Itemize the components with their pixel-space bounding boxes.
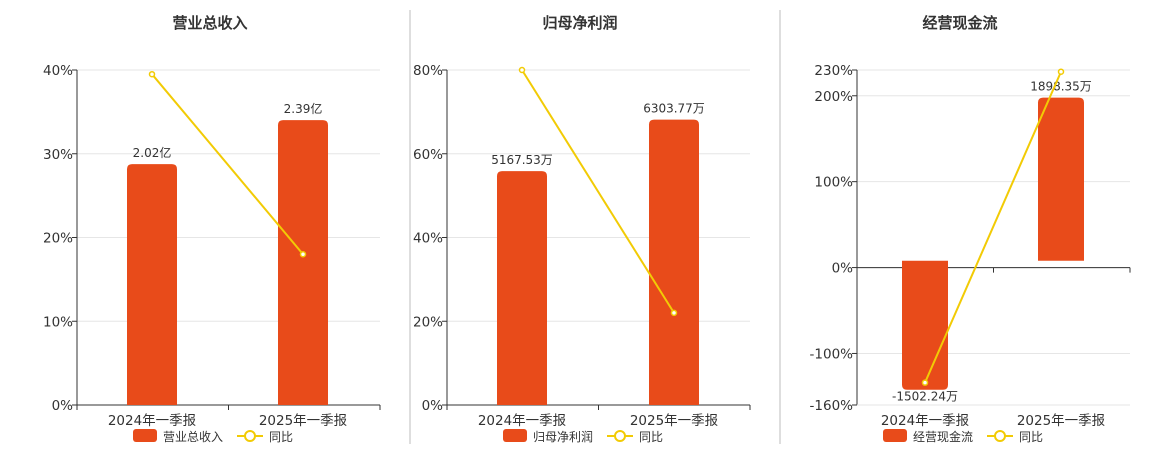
y-tick-label: 40%: [43, 63, 73, 79]
chart-title: 营业总收入: [172, 14, 247, 32]
y-tick-label: 230%: [814, 63, 853, 79]
yoy-line: [151, 73, 304, 255]
bar-1: [497, 171, 547, 405]
chart-panel-1: 营业总收入 0% 10% 20% 30% 40% 2.02亿 2.39亿 2024年一季报 202…: [43, 14, 381, 444]
chart-title: 经营现金流: [922, 14, 997, 32]
legend-line-marker: [244, 430, 256, 442]
y-tick-label: 100%: [814, 175, 853, 191]
bar-data-label: 2.02亿: [133, 145, 172, 160]
legend-bar-swatch: [133, 429, 157, 442]
x-category-label: 2024年一季报: [478, 413, 566, 429]
bar-2: [1038, 97, 1084, 261]
bar-data-label: 6303.77万: [643, 102, 705, 116]
legend-line-label: 同比: [639, 430, 663, 444]
bar-1: [127, 164, 177, 405]
bar-data-label: -1502.24万: [892, 390, 958, 404]
y-tick-label: -160%: [810, 398, 854, 414]
bar-2: [649, 119, 699, 406]
legend-line-marker: [614, 430, 626, 442]
yoy-point-2: [670, 309, 678, 317]
x-category-label: 2025年一季报: [1017, 413, 1105, 429]
y-tick-label: 200%: [814, 89, 853, 105]
y-tick-label: 0%: [52, 398, 74, 414]
y-tick-label: 20%: [413, 314, 443, 330]
legend-bar-label: 经营现金流: [913, 429, 973, 444]
y-tick-label: 10%: [43, 314, 73, 330]
x-category-label: 2025年一季报: [630, 413, 718, 429]
legend-line-label: 同比: [269, 430, 293, 444]
bar-data-label: 1898.35万: [1030, 80, 1092, 94]
bar-data-label: 5167.53万: [491, 153, 553, 167]
bar-data-label: 2.39亿: [284, 101, 323, 116]
x-category-label: 2024年一季报: [881, 413, 969, 429]
chart-panel-3: 经营现金流 -160% -100% 0% 100% 200% 230% -1502.24万 18…: [810, 14, 1131, 444]
x-category-label: 2025年一季报: [259, 413, 347, 429]
y-tick-label: 40%: [413, 231, 443, 247]
legend-bar-swatch: [883, 429, 907, 442]
chart-title: 归母净利润: [542, 14, 617, 32]
legend-line-marker: [994, 430, 1006, 442]
yoy-point-1: [921, 379, 929, 386]
bar-1: [902, 260, 948, 390]
legend-bar-swatch: [503, 429, 527, 442]
legend-line-label: 同比: [1019, 430, 1043, 444]
chart-panel-2: 归母净利润 0% 20% 40% 60% 80% 5167.53万 6303.77万 2024年…: [413, 14, 751, 444]
y-tick-label: 30%: [43, 147, 73, 163]
bar-2: [278, 120, 328, 406]
yoy-line: [521, 69, 675, 314]
y-tick-label: -100%: [810, 346, 854, 362]
y-tick-label: 0%: [422, 398, 444, 414]
yoy-point-2: [299, 251, 307, 258]
y-tick-label: 0%: [832, 261, 854, 277]
yoy-point-1: [518, 66, 526, 74]
y-tick-label: 80%: [413, 63, 443, 79]
legend-bar-label: 营业总收入: [163, 430, 223, 444]
yoy-line: [924, 71, 1062, 384]
legend-bar-label: 归母净利润: [533, 430, 593, 444]
yoy-point-2: [1057, 68, 1065, 75]
y-tick-label: 60%: [413, 147, 443, 163]
yoy-point-1: [148, 70, 156, 78]
x-category-label: 2024年一季报: [108, 413, 196, 429]
y-tick-label: 20%: [43, 231, 73, 247]
